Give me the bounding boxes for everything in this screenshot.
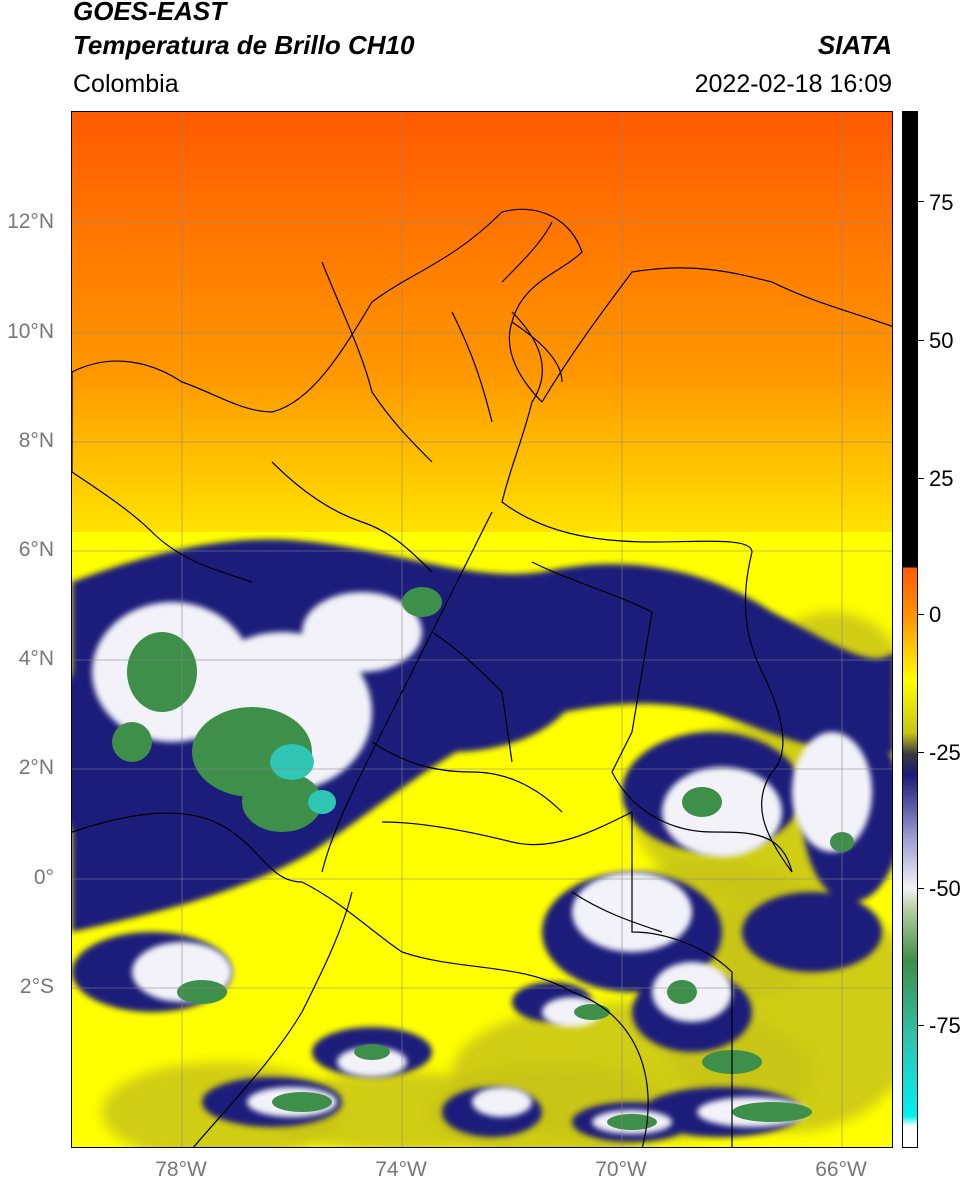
lat-label: 0° xyxy=(33,866,54,889)
cold-cloud xyxy=(662,767,782,857)
base-warm-field xyxy=(72,112,892,592)
coldest-cloud xyxy=(682,787,722,817)
cold-cloud xyxy=(472,1087,532,1117)
cold-cloud xyxy=(792,732,872,852)
colorbar-label: -25 xyxy=(929,740,961,765)
border-line xyxy=(371,741,563,813)
coldest-cloud xyxy=(607,1114,657,1130)
colorbar-label: 75 xyxy=(929,190,954,215)
border-line xyxy=(72,812,649,1147)
colorbar-label: -75 xyxy=(929,1013,961,1038)
colorbar xyxy=(902,111,918,1148)
convective-cell xyxy=(742,892,882,972)
coldest-cloud xyxy=(127,632,197,712)
colorbar-tick xyxy=(918,340,924,341)
colorbar-tick xyxy=(918,1025,924,1026)
border-line xyxy=(321,261,433,463)
border-line xyxy=(381,811,633,846)
colorbar-tick xyxy=(918,201,924,202)
border-line xyxy=(72,208,583,413)
product-title: Temperatura de Brillo CH10 xyxy=(73,30,415,60)
lat-label: 8°N xyxy=(18,429,54,452)
datetime-label: 2022-02-18 16:09 xyxy=(694,70,892,98)
lat-label: 2°S xyxy=(19,975,54,998)
border-line xyxy=(321,511,493,873)
border-line xyxy=(271,461,433,573)
coldest-cloud xyxy=(177,980,227,1004)
coldest-cloud xyxy=(272,1092,332,1112)
coldest-cloud xyxy=(242,772,322,832)
colorbar-tick xyxy=(918,752,924,753)
border-line xyxy=(651,540,793,873)
coldest-cloud-peak xyxy=(308,790,336,814)
border-line xyxy=(451,311,493,423)
cold-cloud xyxy=(302,592,422,672)
colorbar-tick xyxy=(918,478,924,479)
organization-label: SIATA xyxy=(817,30,892,60)
coldest-cloud xyxy=(402,587,442,617)
coldest-cloud xyxy=(112,722,152,762)
colorbar-tick xyxy=(918,888,924,889)
green-cloud-layer xyxy=(112,587,854,1130)
border-line xyxy=(531,561,793,873)
brightness-temperature-image xyxy=(72,112,892,1147)
lat-label: 2°N xyxy=(18,756,54,779)
border-line xyxy=(192,891,353,1147)
colorbar-label: 50 xyxy=(929,328,954,353)
border-line xyxy=(431,631,513,763)
satellite-map[interactable] xyxy=(71,111,893,1148)
border-line xyxy=(501,221,563,383)
cold-cloud xyxy=(337,1047,407,1077)
coldest-cloud xyxy=(667,980,697,1004)
border-line xyxy=(72,372,253,583)
lat-label: 6°N xyxy=(18,538,54,561)
coldest-cloud xyxy=(732,1102,812,1122)
border-line xyxy=(571,891,663,933)
border-line xyxy=(541,267,892,403)
lon-label: 66°W xyxy=(815,1158,867,1181)
lat-label: 12°N xyxy=(7,210,54,233)
political-borders xyxy=(72,208,892,1147)
satellite-title: GOES-EAST xyxy=(73,0,227,26)
colorbar-label: 25 xyxy=(929,466,954,491)
region-label: Colombia xyxy=(73,70,179,98)
colorbar-label: 0 xyxy=(929,602,942,627)
lon-label: 70°W xyxy=(595,1158,647,1181)
lon-label: 78°W xyxy=(155,1158,207,1181)
colorbar-tick xyxy=(918,614,924,615)
coldest-cloud-peak xyxy=(270,744,314,780)
lat-label: 10°N xyxy=(7,320,54,343)
lat-label: 4°N xyxy=(18,647,54,670)
coldest-cloud xyxy=(354,1044,390,1060)
border-line xyxy=(631,812,733,1147)
lon-label: 74°W xyxy=(375,1158,427,1181)
border-line xyxy=(501,311,653,543)
colorbar-label: -50 xyxy=(929,876,961,901)
coldest-cloud xyxy=(574,1004,610,1020)
